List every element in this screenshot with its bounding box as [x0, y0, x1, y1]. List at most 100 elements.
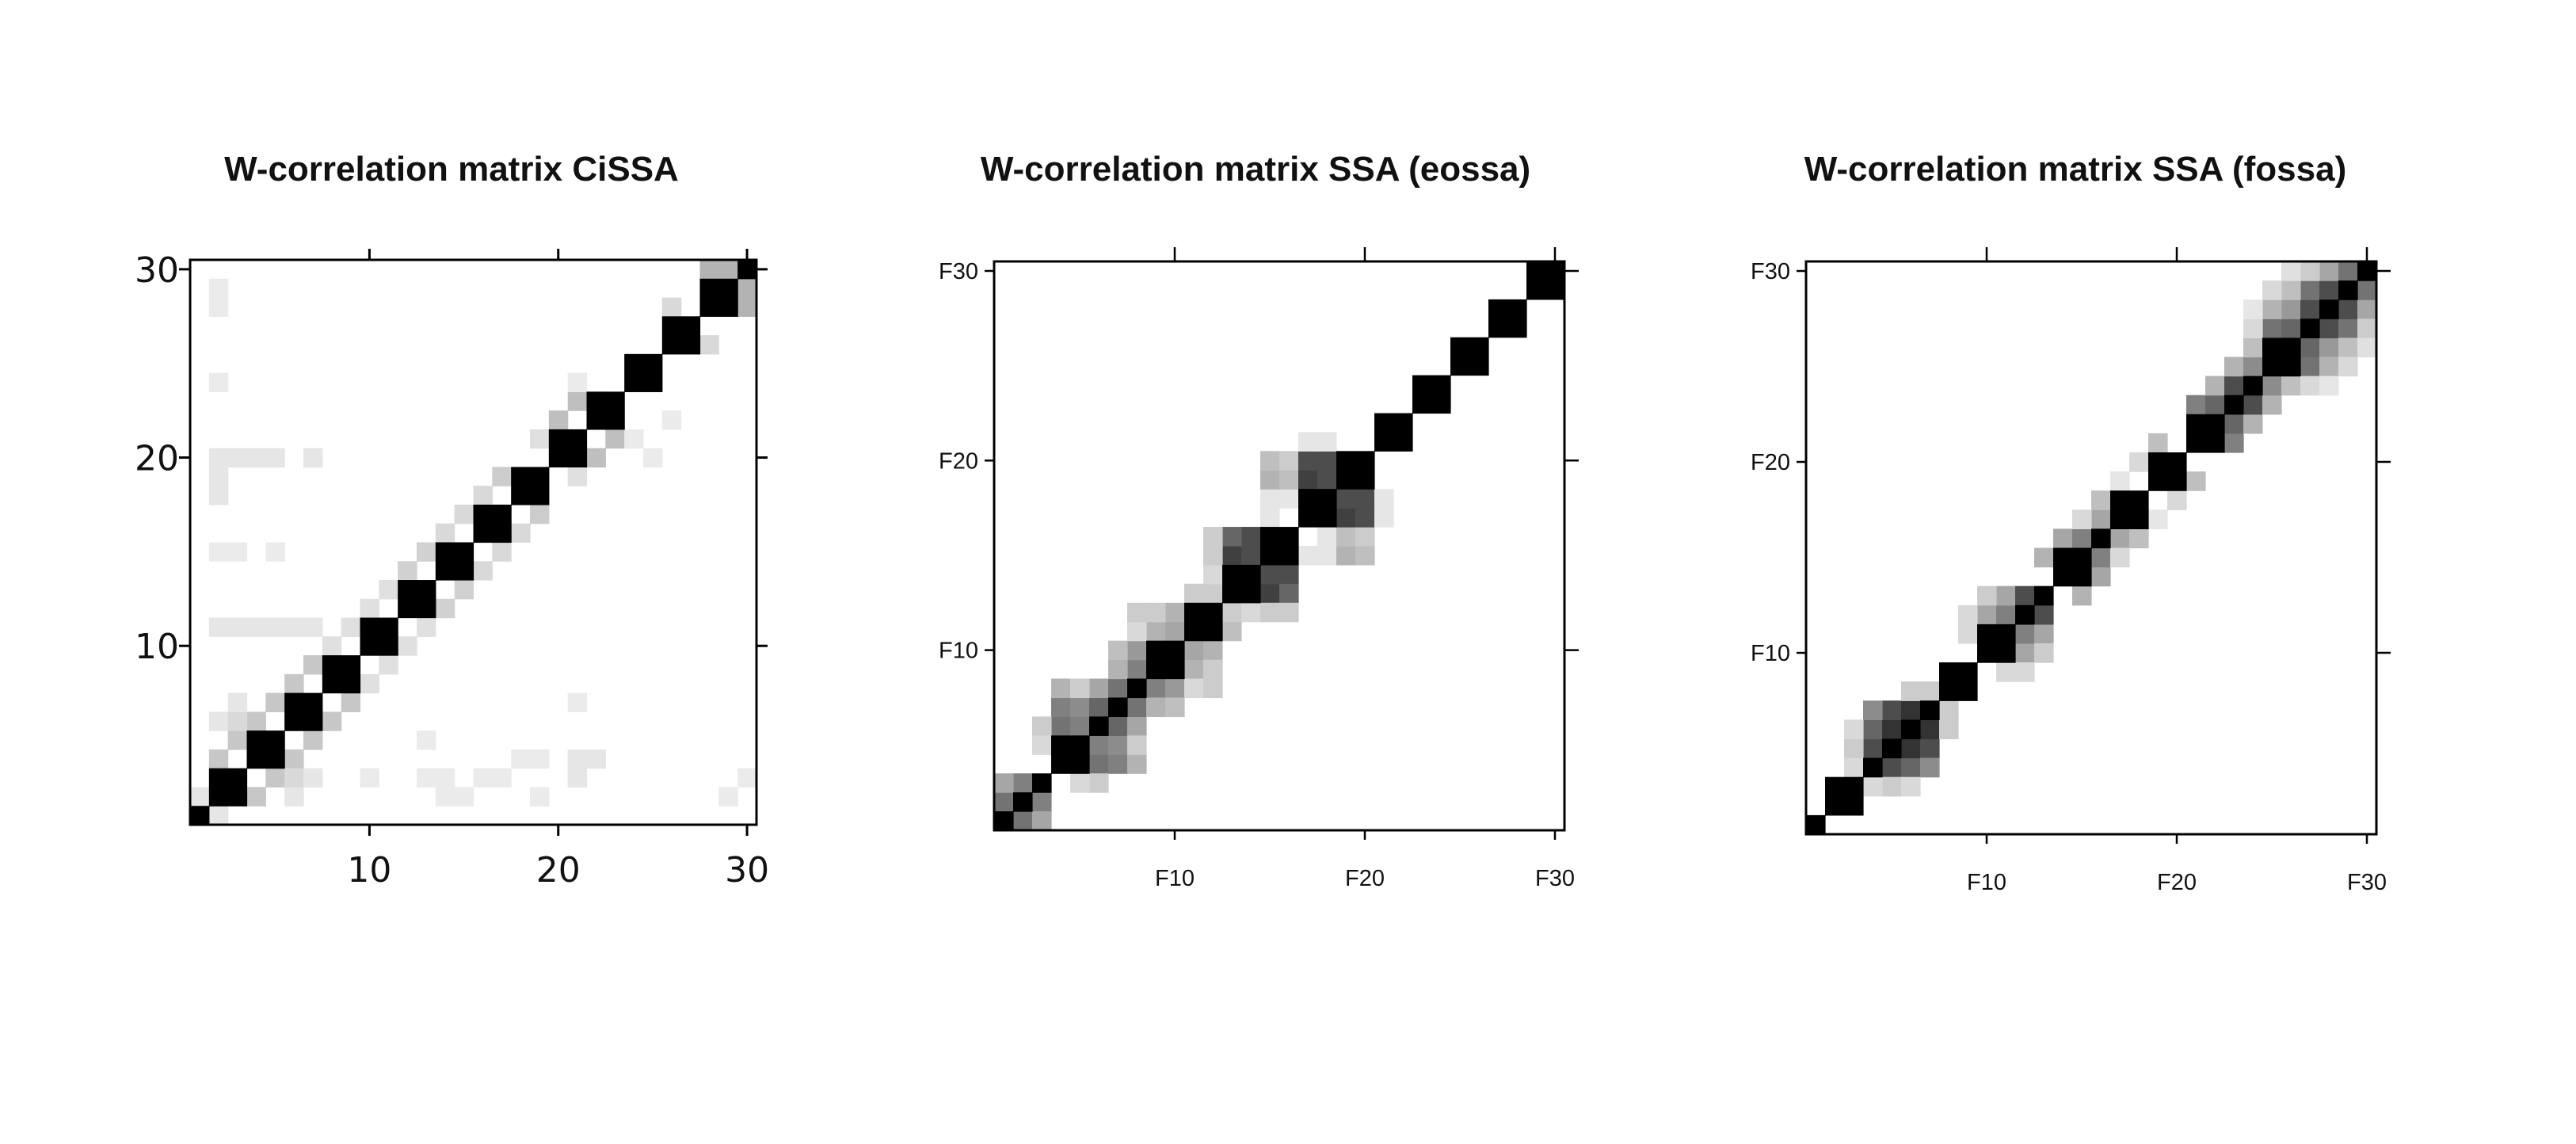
- panel-3-cell-30-26: [2357, 337, 2377, 358]
- panel-2-cell-7-10: [1108, 640, 1128, 661]
- panel-3-cell-16-18: [2091, 490, 2111, 510]
- panel-2-cell-14-12: [1241, 602, 1261, 623]
- panel-1-cell-13-11: [417, 617, 436, 637]
- panel-2-cell-9-12: [1146, 602, 1166, 623]
- panel-2-cell-3-1: [1032, 811, 1052, 831]
- panel-3-cell-11-12: [1996, 604, 2016, 625]
- panel-2-frame: [993, 260, 1566, 832]
- panel-3-cell-12-9: [2015, 662, 2035, 682]
- panel-2-cell-6-7: [1089, 697, 1109, 717]
- panel-2-cell-7-6: [1108, 716, 1128, 736]
- panel-3-cell-3-6: [1844, 719, 1864, 740]
- panel-2-cell-21-17: [1374, 508, 1394, 528]
- panel-3-cell-6-5: [1901, 738, 1921, 759]
- panel-1-cell-5-7: [265, 692, 285, 712]
- panel-3-cell-17-16: [2110, 528, 2130, 549]
- panel-2-diagonal-block-13: [1336, 451, 1375, 490]
- panel-2-cell-15-18: [1260, 489, 1280, 509]
- panel-2-cell-16-13: [1279, 583, 1299, 604]
- panel-3-cell-27-24: [2300, 376, 2320, 396]
- panel-1-cell-17-15: [492, 542, 512, 562]
- panel-3-cell-16-17: [2091, 509, 2111, 529]
- panel-2-cell-17-20: [1298, 451, 1318, 471]
- panel-1-cell-4-6: [246, 711, 266, 731]
- panel-3-diagonal-block-19: [2300, 318, 2320, 338]
- panel-2-cell-15-19: [1260, 470, 1280, 490]
- panel-1-cell-21-19: [567, 467, 588, 486]
- panel-3-cell-25-27: [2262, 318, 2282, 338]
- panel-2-cell-21-18: [1374, 489, 1394, 509]
- panel-1-cell-2-1: [208, 806, 229, 826]
- panel-3-cell-19-21: [2148, 433, 2168, 453]
- panel-1-cell-16-3: [473, 768, 493, 788]
- panel-3-cell-15-16: [2072, 528, 2092, 549]
- panel-2-x-tick-label-1: F10: [1155, 866, 1195, 891]
- panel-3-cell-27-30: [2300, 261, 2320, 281]
- panel-3-cell-4-7: [1863, 700, 1883, 720]
- panel-1-cell-6-2: [284, 787, 304, 807]
- panel-3-cell-24-26: [2243, 337, 2263, 358]
- panel-2-cell-18-21: [1317, 432, 1337, 452]
- panel-2-cell-12-8: [1203, 678, 1223, 699]
- panel-1-cell-13-3: [417, 768, 436, 788]
- panel-2-cell-18-20: [1317, 451, 1337, 471]
- panel-1-diagonal-block-15: [699, 278, 738, 317]
- panel-1-cell-30-3: [737, 768, 757, 788]
- panel-1-x-tick-label-1: 10: [347, 850, 391, 890]
- panel-2-cell-13-15: [1222, 546, 1242, 566]
- panel-1-cell-29-30: [718, 260, 738, 280]
- panel-3-cell-13-15: [2034, 547, 2054, 568]
- panel-3-title: W-correlation matrix SSA (fossa): [1804, 150, 2347, 189]
- panel-1-x-tick-label-3: 30: [725, 850, 769, 890]
- panel-2-cell-8-6: [1127, 716, 1147, 736]
- panel-2-cell-17-19: [1298, 470, 1318, 490]
- panel-1-cell-24-21: [624, 429, 644, 449]
- panel-1-cell-2-28: [208, 297, 229, 317]
- panel-1-diagonal-block-6: [360, 617, 398, 656]
- panel-2-cell-15-20: [1260, 451, 1280, 471]
- panel-2-cell-8-9: [1127, 659, 1147, 680]
- panel-1-cell-3-7: [227, 692, 248, 712]
- panel-2-diagonal-block-15: [1412, 375, 1451, 414]
- panel-3-cell-18-16: [2129, 528, 2149, 549]
- panel-1-cell-21-7: [567, 692, 588, 712]
- panel-2-cell-5-3: [1070, 773, 1090, 793]
- panel-3-cell-28-26: [2319, 337, 2339, 358]
- panel-3-cell-24-28: [2243, 299, 2263, 319]
- panel-2-diagonal-block-5: [1089, 716, 1109, 736]
- panel-2-cell-10-12: [1165, 602, 1185, 623]
- panel-2-heatmap: F10 F10 F20 F20 F30 F30: [939, 247, 1579, 891]
- panel-3-cell-6-3: [1901, 776, 1921, 797]
- panel-3-x-tick-label-1: F10: [1967, 870, 2006, 895]
- panel-1-cell-8-10: [322, 636, 342, 656]
- panel-2-diagonal-block-4: [1051, 735, 1090, 774]
- panel-1-cell-28-26: [699, 335, 719, 355]
- panel-1-cell-14-3: [435, 768, 455, 788]
- panel-1-cell-4-2: [246, 787, 266, 807]
- panel-3-cell-27-26: [2300, 337, 2320, 358]
- panel-3-diagonal-block-5: [1901, 719, 1921, 740]
- panel-2-diagonal-block-11: [1260, 527, 1299, 566]
- panel-1-cell-19-4: [530, 749, 550, 769]
- panel-2-cell-19-17: [1336, 508, 1356, 528]
- panel-3-diagonal-block-3: [1863, 757, 1883, 778]
- panel-2-cell-2-1: [1013, 811, 1033, 831]
- panel-3-cell-25-23: [2262, 395, 2282, 415]
- panel-1-cell-6-3: [284, 768, 304, 788]
- panel-3-cell-6-4: [1901, 757, 1921, 778]
- panel-2-cell-11-8: [1184, 678, 1204, 699]
- panel-3-cell-27-25: [2300, 357, 2320, 377]
- panel-2-cell-11-13: [1184, 583, 1204, 604]
- panel-1-title: W-correlation matrix CiSSA: [224, 150, 679, 189]
- panel-3-diagonal-block-22: [2357, 261, 2377, 281]
- panel-1-cell-26-22: [661, 410, 682, 430]
- panel-1-cell-15-17: [454, 504, 474, 524]
- panel-2-cell-16-19: [1279, 470, 1299, 490]
- panel-1-cell-17-19: [492, 467, 512, 486]
- panel-3-cell-26-30: [2281, 261, 2301, 281]
- panel-2-cell-19-18: [1336, 489, 1356, 509]
- panel-1-diagonal-block-16: [737, 260, 757, 280]
- panel-1-diagonal-block-3: [246, 730, 285, 769]
- panel-1-cell-21-23: [567, 391, 588, 411]
- panel-1-cell-14-16: [435, 523, 455, 543]
